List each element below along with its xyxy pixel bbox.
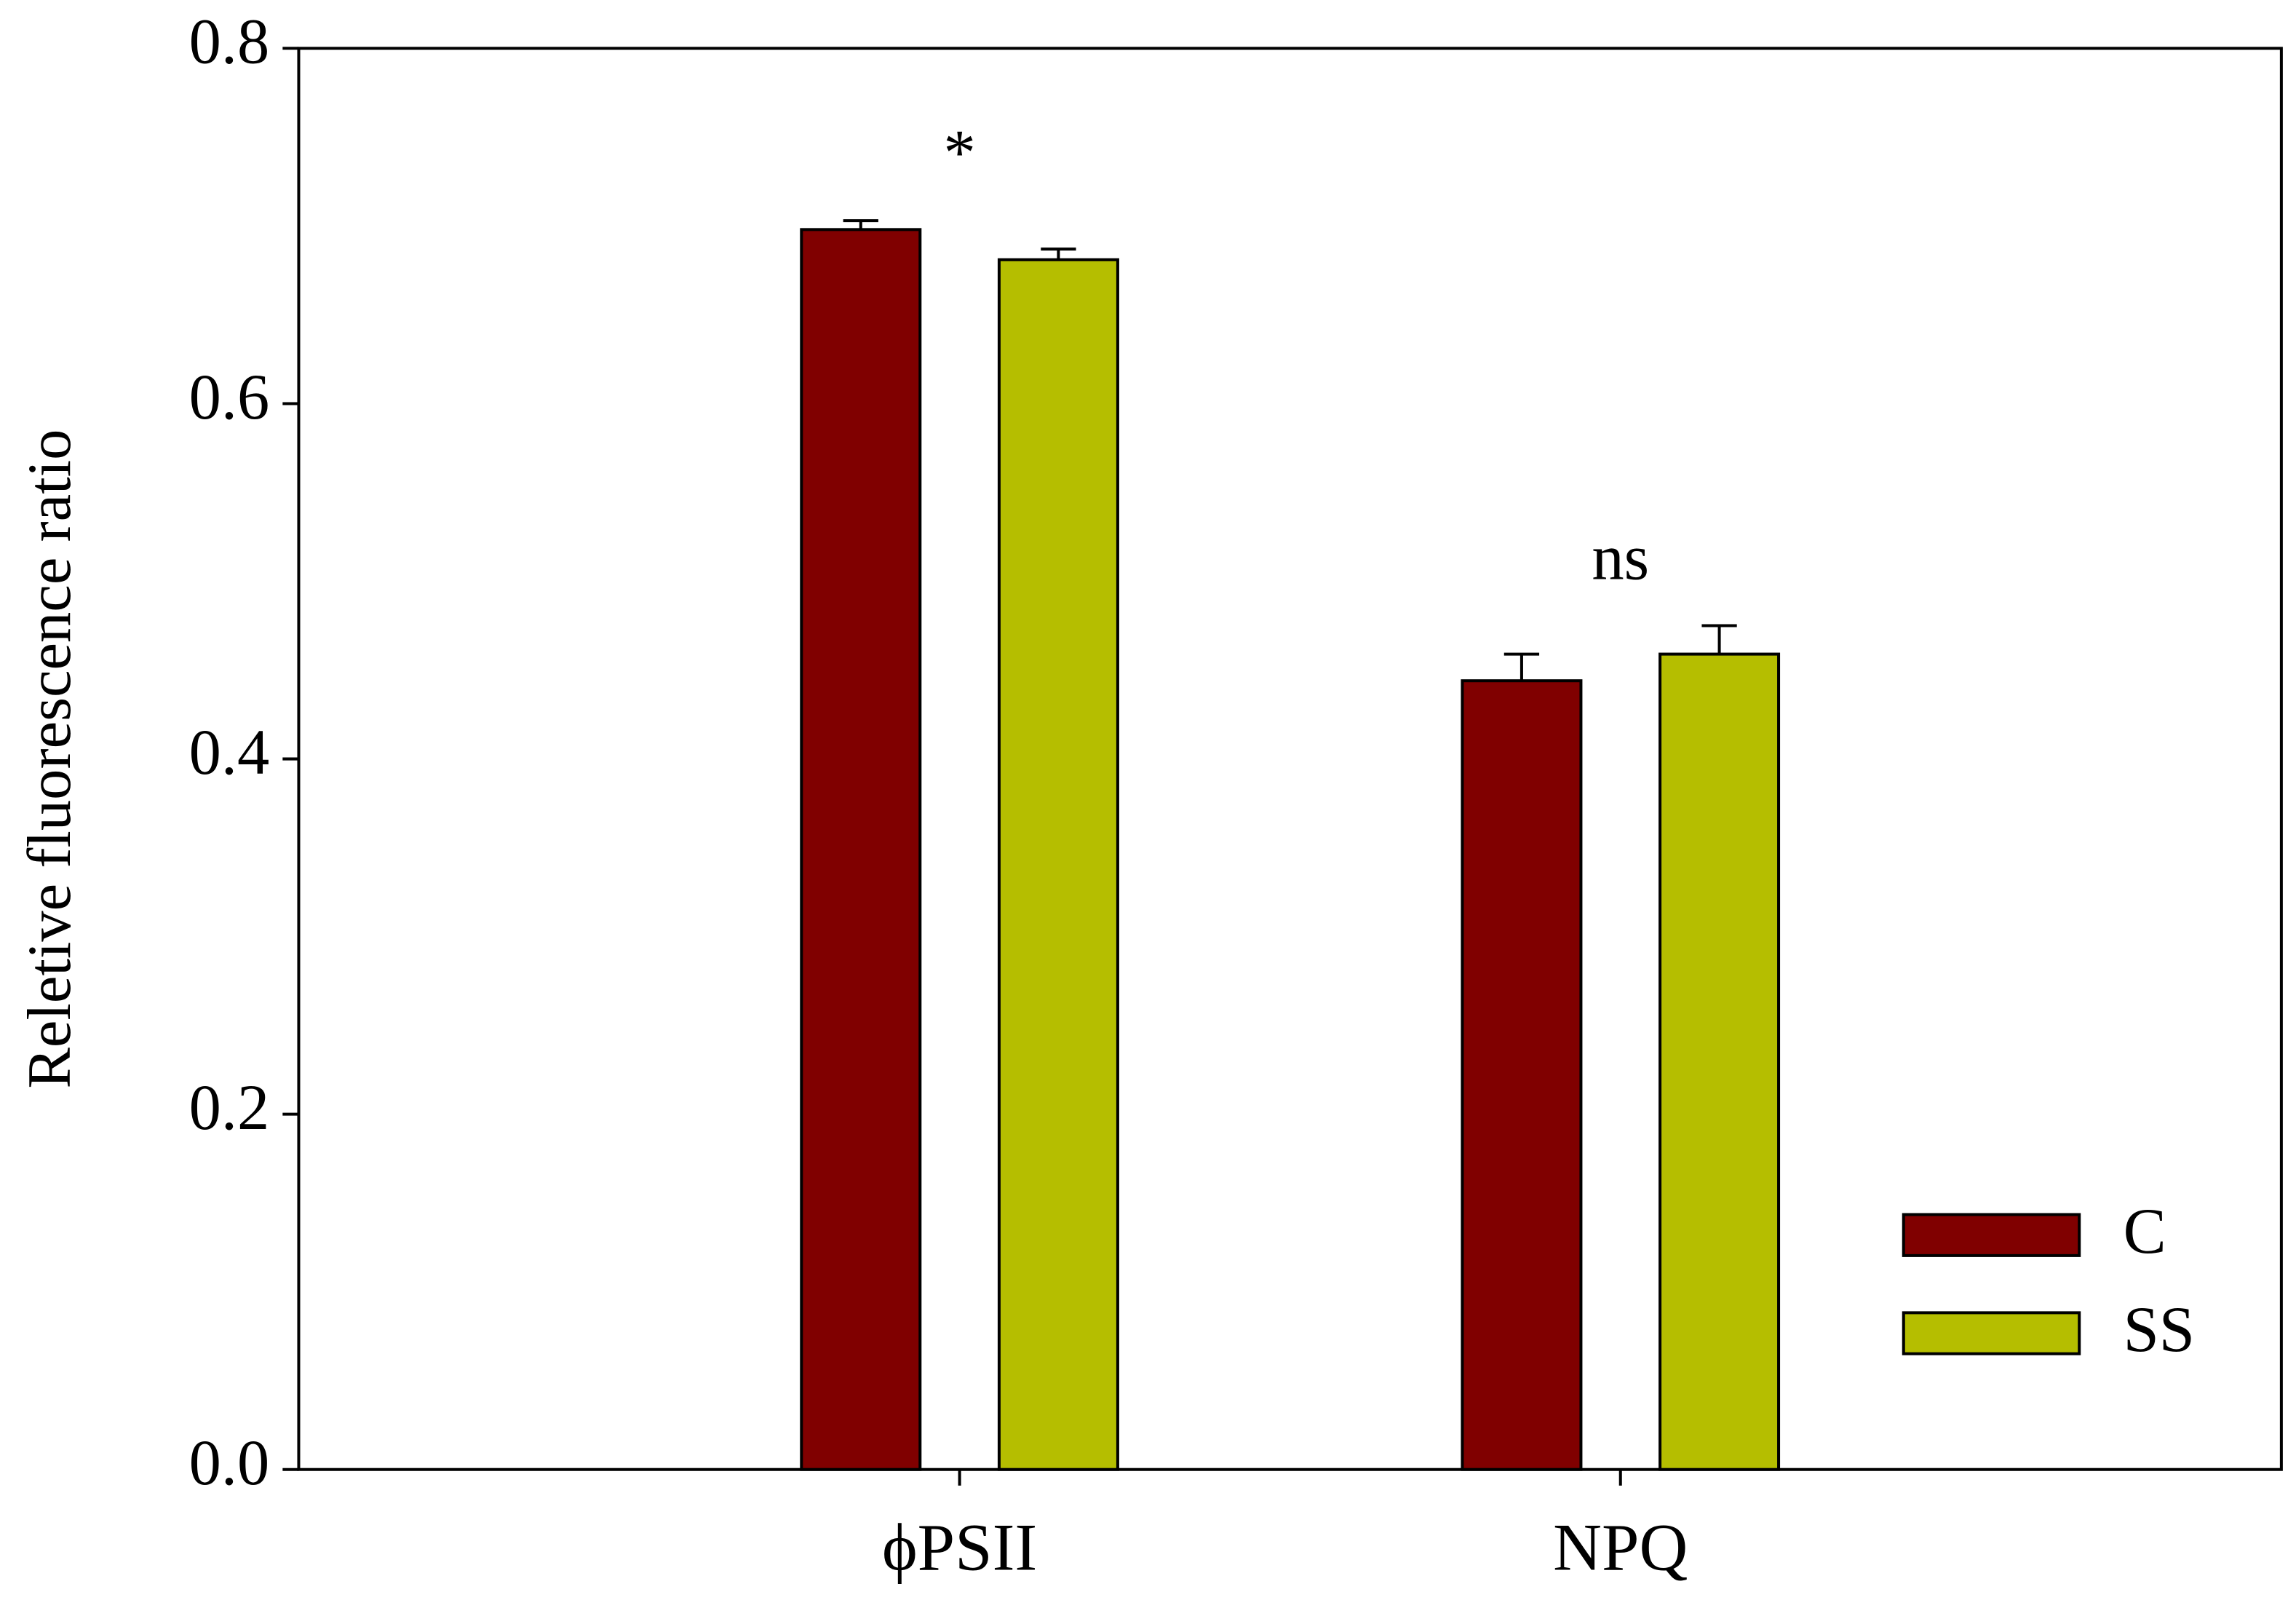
y-tick-label: 0.2: [189, 1072, 270, 1144]
bar: [1461, 679, 1583, 1471]
y-tick-label: 0.0: [189, 1427, 270, 1499]
legend-label: SS: [2124, 1294, 2195, 1366]
bar: [800, 228, 922, 1471]
bar: [997, 258, 1119, 1471]
x-tick-label: ϕPSII: [882, 1511, 1037, 1585]
y-tick-label: 0.8: [189, 7, 270, 78]
bar: [1659, 652, 1781, 1471]
legend-swatch: [1902, 1213, 2081, 1257]
y-tick-label: 0.4: [189, 717, 270, 788]
x-tick-label: NPQ: [1553, 1511, 1688, 1585]
annotation: *: [943, 117, 975, 189]
annotation: ns: [1592, 522, 1649, 593]
y-axis-label: Reletive fluorescence ratio: [16, 429, 84, 1089]
legend-label: C: [2124, 1196, 2166, 1267]
legend-swatch: [1902, 1311, 2081, 1355]
y-tick-label: 0.6: [189, 362, 270, 433]
